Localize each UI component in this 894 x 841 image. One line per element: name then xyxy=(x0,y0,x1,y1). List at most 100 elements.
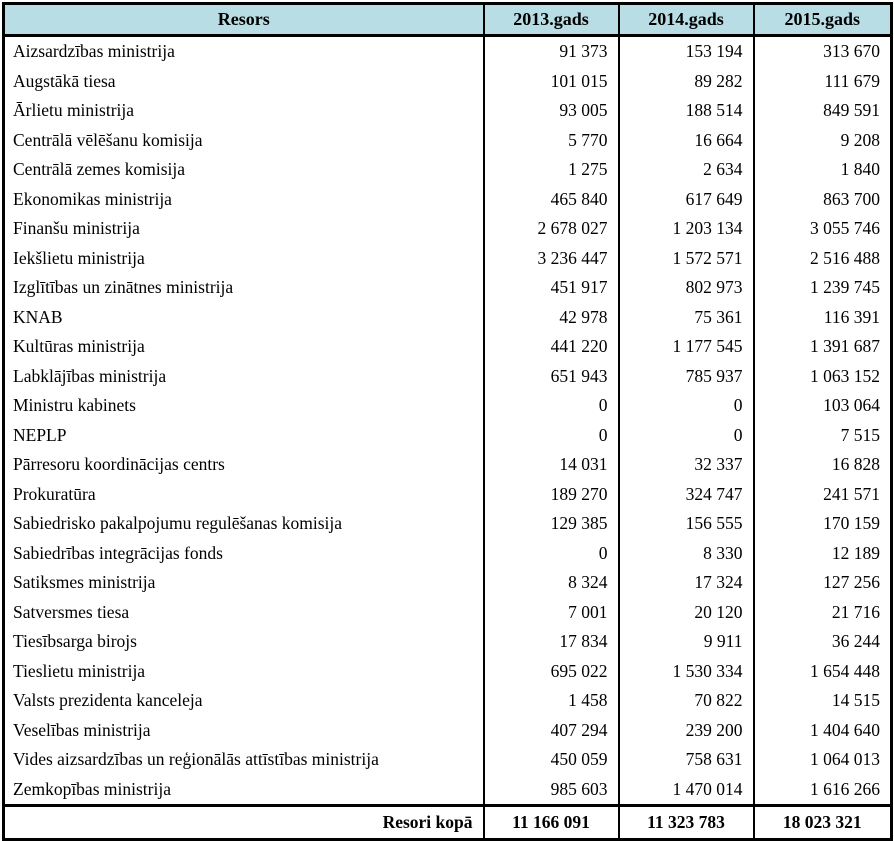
value-cell-2015: 127 256 xyxy=(752,568,893,598)
value-cell-2015: 1 654 448 xyxy=(752,656,893,686)
value-cell-2014: 89 282 xyxy=(617,66,755,96)
value-cell-2014: 785 937 xyxy=(617,361,755,391)
value-cell-2013: 0 xyxy=(482,538,620,568)
value-cell-2015: 849 591 xyxy=(752,96,893,126)
table-row: Tieslietu ministrija 695 022 1 530 334 1 65… xyxy=(2,656,893,686)
resors-name-cell: Centrālā vēlēšanu komisija xyxy=(2,125,485,155)
resors-name-cell: Zemkopības ministrija xyxy=(2,774,485,806)
value-cell-2015: 9 208 xyxy=(752,125,893,155)
resors-name-cell: Kultūras ministrija xyxy=(2,332,485,362)
value-cell-2014: 2 634 xyxy=(617,155,755,185)
table-row: Izglītības un zinātnes ministrija 451 917… xyxy=(2,273,893,303)
resors-name-cell: Sabiedrības integrācijas fonds xyxy=(2,538,485,568)
value-cell-2014: 617 649 xyxy=(617,184,755,214)
value-cell-2013: 7 001 xyxy=(482,597,620,627)
resors-name-cell: Veselības ministrija xyxy=(2,715,485,745)
header-2014gads: 2014.gads xyxy=(617,2,755,37)
resors-name-cell: NEPLP xyxy=(2,420,485,450)
total-value-2015: 18 023 321 xyxy=(752,804,893,841)
table-row: Valsts prezidenta kanceleja 1 458 70 822 14… xyxy=(2,686,893,716)
resors-name-cell: Prokuratūra xyxy=(2,479,485,509)
value-cell-2013: 0 xyxy=(482,420,620,450)
total-value-2014: 11 323 783 xyxy=(617,804,755,841)
value-cell-2013: 129 385 xyxy=(482,509,620,539)
value-cell-2013: 1 458 xyxy=(482,686,620,716)
table-row: Aizsardzības ministrija 91 373 153 194 313 … xyxy=(2,35,893,67)
value-cell-2013: 451 917 xyxy=(482,273,620,303)
table-row: Prokuratūra 189 270 324 747 241 571 xyxy=(2,479,893,509)
table-row: Sabiedrības integrācijas fonds 0 8 330 12 1… xyxy=(2,538,893,568)
table-row: NEPLP 0 0 7 515 xyxy=(2,420,893,450)
value-cell-2015: 7 515 xyxy=(752,420,893,450)
value-cell-2015: 103 064 xyxy=(752,391,893,421)
table-row: Vides aizsardzības un reģionālās attīstī… xyxy=(2,745,893,775)
resors-name-cell: Pārresoru koordinācijas centrs xyxy=(2,450,485,480)
table-row: KNAB 42 978 75 361 116 391 xyxy=(2,302,893,332)
value-cell-2015: 1 064 013 xyxy=(752,745,893,775)
value-cell-2015: 14 515 xyxy=(752,686,893,716)
value-cell-2014: 16 664 xyxy=(617,125,755,155)
resors-name-cell: Finanšu ministrija xyxy=(2,214,485,244)
value-cell-2013: 17 834 xyxy=(482,627,620,657)
total-label: Resori kopā xyxy=(2,804,485,841)
value-cell-2013: 5 770 xyxy=(482,125,620,155)
value-cell-2014: 0 xyxy=(617,420,755,450)
table-row: Satiksmes ministrija 8 324 17 324 127 256 xyxy=(2,568,893,598)
table-row: Ekonomikas ministrija 465 840 617 649 863 7… xyxy=(2,184,893,214)
table-row: Kultūras ministrija 441 220 1 177 545 1 391… xyxy=(2,332,893,362)
value-cell-2015: 1 239 745 xyxy=(752,273,893,303)
header-row: Resors 2013.gads 2014.gads 2015.gads xyxy=(2,2,893,37)
value-cell-2014: 758 631 xyxy=(617,745,755,775)
resors-name-cell: Labklājības ministrija xyxy=(2,361,485,391)
table-row: Labklājības ministrija 651 943 785 937 1 06… xyxy=(2,361,893,391)
value-cell-2013: 1 275 xyxy=(482,155,620,185)
resors-name-cell: Iekšlietu ministrija xyxy=(2,243,485,273)
value-cell-2013: 42 978 xyxy=(482,302,620,332)
value-cell-2013: 407 294 xyxy=(482,715,620,745)
table-row: Satversmes tiesa 7 001 20 120 21 716 xyxy=(2,597,893,627)
value-cell-2015: 313 670 xyxy=(752,35,893,67)
value-cell-2015: 2 516 488 xyxy=(752,243,893,273)
value-cell-2013: 8 324 xyxy=(482,568,620,598)
table-row: Pārresoru koordinācijas centrs 14 031 32 3… xyxy=(2,450,893,480)
table-row: Centrālā vēlēšanu komisija 5 770 16 664 9 2… xyxy=(2,125,893,155)
value-cell-2015: 3 055 746 xyxy=(752,214,893,244)
value-cell-2014: 70 822 xyxy=(617,686,755,716)
value-cell-2014: 9 911 xyxy=(617,627,755,657)
value-cell-2015: 241 571 xyxy=(752,479,893,509)
value-cell-2013: 985 603 xyxy=(482,774,620,806)
resors-name-cell: Ārlietu ministrija xyxy=(2,96,485,126)
resors-name-cell: Ekonomikas ministrija xyxy=(2,184,485,214)
value-cell-2014: 75 361 xyxy=(617,302,755,332)
value-cell-2013: 651 943 xyxy=(482,361,620,391)
table-row: Centrālā zemes komisija 1 275 2 634 1 840 xyxy=(2,155,893,185)
value-cell-2013: 91 373 xyxy=(482,35,620,67)
resors-name-cell: KNAB xyxy=(2,302,485,332)
table-row: Ministru kabinets 0 0 103 064 xyxy=(2,391,893,421)
resors-name-cell: Satiksmes ministrija xyxy=(2,568,485,598)
total-value-2013: 11 166 091 xyxy=(482,804,620,841)
resors-name-cell: Izglītības un zinātnes ministrija xyxy=(2,273,485,303)
value-cell-2014: 32 337 xyxy=(617,450,755,480)
value-cell-2014: 0 xyxy=(617,391,755,421)
header-resors: Resors xyxy=(2,2,485,37)
value-cell-2013: 101 015 xyxy=(482,66,620,96)
resors-name-cell: Valsts prezidenta kanceleja xyxy=(2,686,485,716)
value-cell-2014: 156 555 xyxy=(617,509,755,539)
value-cell-2015: 1 404 640 xyxy=(752,715,893,745)
value-cell-2013: 441 220 xyxy=(482,332,620,362)
table-row: Sabiedrisko pakalpojumu regulēšanas komi… xyxy=(2,509,893,539)
table-row: Ārlietu ministrija 93 005 188 514 849 591 xyxy=(2,96,893,126)
value-cell-2015: 12 189 xyxy=(752,538,893,568)
value-cell-2014: 20 120 xyxy=(617,597,755,627)
resors-name-cell: Ministru kabinets xyxy=(2,391,485,421)
resors-name-cell: Tiesībsarga birojs xyxy=(2,627,485,657)
table-row: Veselības ministrija 407 294 239 200 1 404 … xyxy=(2,715,893,745)
value-cell-2013: 3 236 447 xyxy=(482,243,620,273)
value-cell-2014: 239 200 xyxy=(617,715,755,745)
table-row: Tiesībsarga birojs 17 834 9 911 36 244 xyxy=(2,627,893,657)
resors-name-cell: Aizsardzības ministrija xyxy=(2,35,485,67)
value-cell-2013: 695 022 xyxy=(482,656,620,686)
value-cell-2015: 170 159 xyxy=(752,509,893,539)
